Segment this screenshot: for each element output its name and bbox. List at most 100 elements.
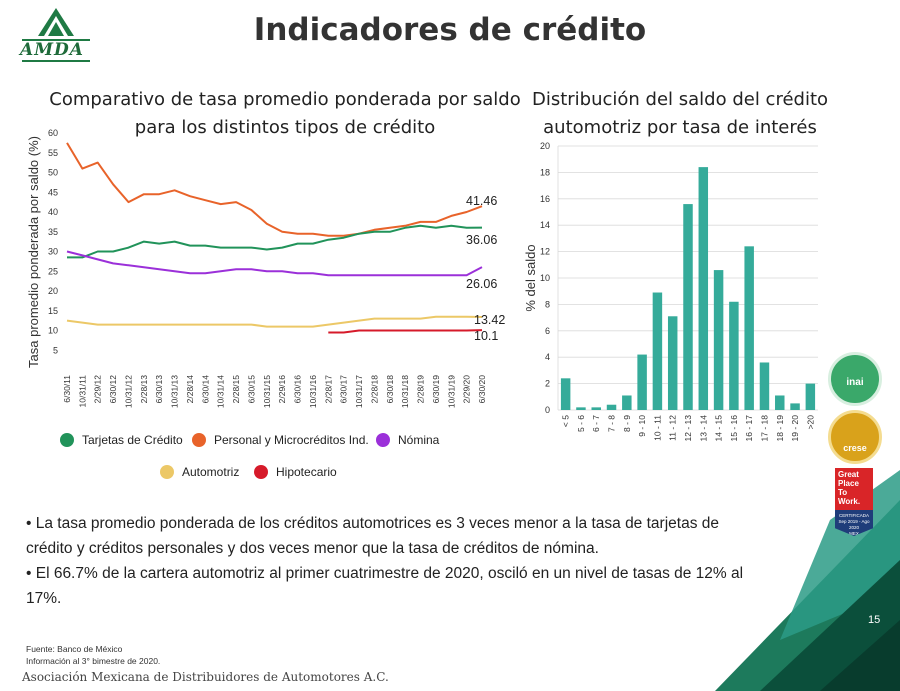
- y-tick-label: 50: [48, 168, 58, 178]
- x-tick-label: 10/31/12: [123, 375, 133, 408]
- y-tick-label: 12: [540, 247, 550, 257]
- end-label-hipotecario: 10.1: [474, 329, 498, 343]
- x-tick-label: 16 - 17: [744, 415, 754, 442]
- y-tick-label: 40: [48, 207, 58, 217]
- y-axis-label: Tasa promedio ponderada por saldo (%): [26, 136, 41, 368]
- right-chart-title: Distribución del saldo del crédito autom…: [525, 86, 835, 142]
- x-tick-label: 2/28/15: [231, 375, 241, 404]
- series-line-personal: [66, 142, 483, 237]
- y-tick-label: 20: [48, 286, 58, 296]
- bar: [729, 301, 739, 410]
- legend-nomina: Nómina: [376, 433, 439, 447]
- crese-badge-icon: crese: [828, 410, 882, 464]
- x-tick-label: 12 - 13: [683, 415, 693, 442]
- y-tick-label: 30: [48, 247, 58, 257]
- x-tick-label: 10/31/16: [308, 375, 318, 408]
- y-tick-label: 20: [540, 141, 550, 151]
- legend-dot-nomina: [376, 433, 390, 447]
- amda-logo-icon: [22, 8, 90, 62]
- right-chart-title-line1: Distribución del saldo del crédito: [531, 89, 829, 110]
- legend-dot-tarjetas: [60, 433, 74, 447]
- x-tick-label: 10/31/15: [262, 375, 272, 408]
- legend-label-automotriz: Automotriz: [182, 465, 240, 479]
- bar: [560, 378, 571, 410]
- legend-dot-hipotecario: [254, 465, 268, 479]
- x-tick-label: 2/29/20: [462, 375, 472, 404]
- x-tick-label: 6/30/17: [339, 375, 349, 404]
- x-tick-label: 6/30/11: [62, 375, 72, 403]
- right-chart-title-line2: automotriz por tasa de interés: [543, 117, 817, 138]
- inai-badge-label: inai: [846, 377, 864, 388]
- y-tick-label: 45: [48, 187, 58, 197]
- y-tick-label: 4: [545, 352, 550, 362]
- x-tick-label: 6/30/18: [385, 375, 395, 404]
- y-tick-label: 14: [540, 220, 550, 230]
- bar: [606, 404, 617, 410]
- left-chart-title: Comparativo de tasa promedio ponderada p…: [45, 86, 525, 142]
- source-line1: Fuente: Banco de México: [26, 644, 123, 654]
- end-label-personal: 41.46: [466, 194, 497, 208]
- bar: [713, 270, 724, 410]
- x-tick-label: 10/31/11: [77, 375, 87, 408]
- y-tick-label: 60: [48, 128, 58, 138]
- legend-hipotecario: Hipotecario: [254, 465, 337, 479]
- bar: [744, 246, 754, 410]
- x-tick-label: 10/31/17: [354, 375, 364, 408]
- x-tick-label: 2/28/17: [323, 375, 333, 404]
- x-tick-label: 6/30/14: [200, 375, 210, 404]
- left-chart-title-line1: Comparativo de tasa promedio ponderada p…: [49, 89, 521, 110]
- series-line-nomina: [66, 250, 483, 277]
- y-tick-label: 0: [545, 405, 550, 415]
- bar: [591, 407, 601, 410]
- x-tick-label: 6/30/12: [108, 375, 118, 404]
- bullet-2: • El 66.7% de la cartera automotriz al p…: [26, 565, 744, 607]
- logo-text: AMDA: [20, 40, 84, 60]
- x-tick-label: 2/28/18: [369, 375, 379, 404]
- bullet-list: • La tasa promedio ponderada de los créd…: [26, 511, 766, 611]
- series-line-automotriz: [66, 315, 483, 328]
- x-tick-label: 6/30/16: [293, 375, 303, 404]
- page-title: Indicadores de crédito: [253, 12, 647, 48]
- x-tick-label: 11 - 12: [668, 415, 678, 441]
- x-tick-label: 7 - 8: [607, 415, 617, 432]
- x-tick-label: < 5: [561, 415, 571, 427]
- source-line2: Información al 3° bimestre de 2020.: [26, 656, 161, 666]
- y-tick-label: 15: [48, 306, 58, 316]
- x-tick-label: 9 - 10: [637, 415, 647, 437]
- bar: [622, 395, 632, 410]
- series-line-hipotecario: [328, 329, 483, 334]
- great-place-to-work-badge-icon: Great Place To Work. CERTIFICADA Sep 201…: [835, 468, 873, 536]
- x-tick-label: 10/31/18: [400, 375, 410, 408]
- x-tick-label: 19 - 20: [790, 415, 800, 442]
- y-tick-label: 35: [48, 227, 58, 237]
- gptw-title: Great Place To Work.: [835, 468, 873, 510]
- x-tick-label: 2/29/12: [93, 375, 103, 404]
- x-tick-label: 6/30/13: [154, 375, 164, 404]
- x-tick-label: 6 - 7: [591, 415, 601, 432]
- x-tick-label: 17 - 18: [759, 415, 769, 442]
- gptw-cert-block: CERTIFICADA Sep 2019 - Ago 2020 MEX: [835, 510, 873, 536]
- x-tick-label: 2/28/13: [139, 375, 149, 404]
- y-tick-label: 5: [53, 345, 58, 355]
- x-tick-label: 6/30/19: [431, 375, 441, 404]
- y-tick-label: 6: [545, 326, 550, 336]
- crese-badge-label: crese: [843, 443, 867, 453]
- bar: [790, 403, 800, 410]
- bar: [775, 395, 785, 410]
- legend-dot-automotriz: [160, 465, 174, 479]
- series-line-tarjetas: [67, 224, 483, 259]
- y-tick-label: 16: [540, 194, 550, 204]
- bar: [652, 292, 663, 410]
- page-number: 15: [868, 614, 881, 626]
- bar: [637, 354, 647, 410]
- gptw-country: MEX: [849, 531, 859, 536]
- x-tick-label: 2/29/16: [277, 375, 287, 404]
- x-tick-label: 2/28/19: [416, 375, 426, 404]
- gptw-dates: Sep 2019 - Ago 2020: [838, 519, 870, 530]
- y-tick-label: 10: [540, 273, 550, 283]
- x-tick-label: 13 - 14: [698, 415, 708, 442]
- left-chart-title-line2: para los distintos tipos de crédito: [134, 117, 436, 138]
- legend-dot-personal: [192, 433, 206, 447]
